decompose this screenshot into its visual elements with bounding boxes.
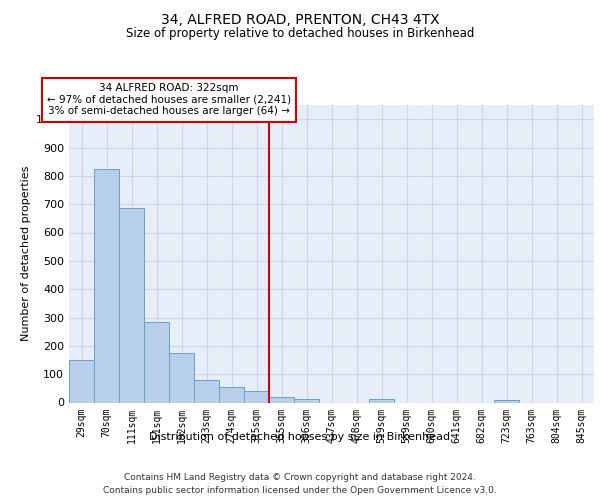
Bar [119, 208, 144, 402]
Text: 34 ALFRED ROAD: 322sqm
← 97% of detached houses are smaller (2,241)
3% of semi-d: 34 ALFRED ROAD: 322sqm ← 97% of detached… [47, 83, 291, 116]
Text: Distribution of detached houses by size in Birkenhead: Distribution of detached houses by size … [149, 432, 451, 442]
Text: Size of property relative to detached houses in Birkenhead: Size of property relative to detached ho… [126, 28, 474, 40]
Bar [94, 169, 119, 402]
Bar [269, 397, 294, 402]
Text: Contains HM Land Registry data © Crown copyright and database right 2024.: Contains HM Land Registry data © Crown c… [124, 472, 476, 482]
Bar [244, 390, 269, 402]
Bar [169, 353, 194, 403]
Y-axis label: Number of detached properties: Number of detached properties [20, 166, 31, 342]
Bar [369, 400, 394, 402]
Bar [144, 322, 169, 402]
Text: Contains public sector information licensed under the Open Government Licence v3: Contains public sector information licen… [103, 486, 497, 495]
Bar [194, 380, 219, 402]
Bar [294, 399, 319, 402]
Text: 34, ALFRED ROAD, PRENTON, CH43 4TX: 34, ALFRED ROAD, PRENTON, CH43 4TX [161, 12, 439, 26]
Bar [494, 400, 519, 402]
Bar [69, 360, 94, 403]
Bar [219, 388, 244, 402]
